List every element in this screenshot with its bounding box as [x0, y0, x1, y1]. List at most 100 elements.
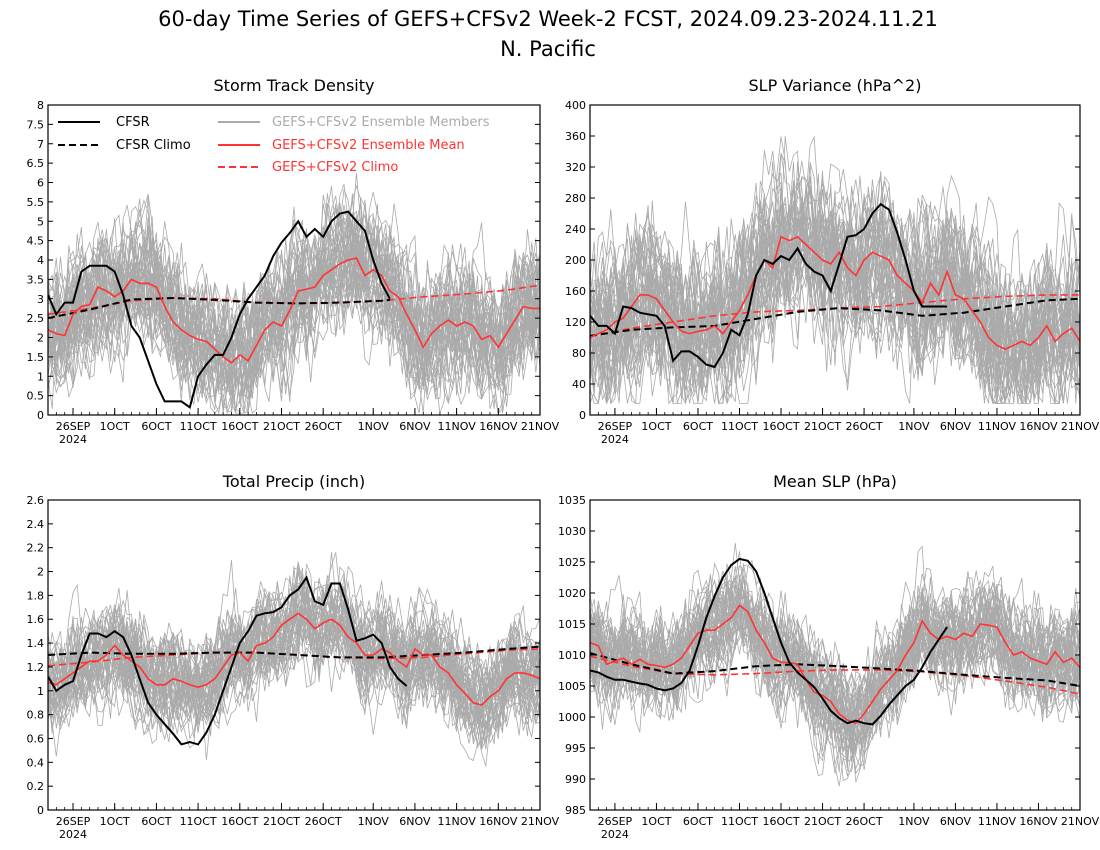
- y-tick-label: 2.4: [27, 518, 45, 531]
- y-tick-label: 1.2: [27, 661, 45, 674]
- x-tick-label: 6NOV: [940, 420, 972, 433]
- x-tick-label: 16OCT: [762, 420, 799, 433]
- x-tick-label: 21OCT: [263, 815, 300, 828]
- y-tick-label: 2.6: [27, 494, 45, 507]
- panel-storm-track-density: Storm Track Density 0 0.5 1 1.5 2 2.5 3 3.5 4 4.5 5…: [27, 76, 560, 446]
- x-tick-label: 11OCT: [180, 815, 217, 828]
- x-year-label: 2024: [59, 433, 87, 446]
- y-tick-label: 0.6: [27, 732, 45, 745]
- ensemble-member-lines: [48, 552, 540, 767]
- x-tick-label: 1OCT: [641, 815, 671, 828]
- x-tick-label: 26SEP: [56, 815, 91, 828]
- ensemble-member-line: [48, 195, 540, 402]
- ensemble-member-line: [590, 169, 1080, 404]
- x-tick-label: 16OCT: [221, 420, 258, 433]
- y-axis: 0 0.2 0.4 0.6 0.8 1 1.2 1.4 1.6 1.8 2 2.2 2.4 2.6: [27, 494, 540, 817]
- x-tick-label: 16NOV: [479, 815, 518, 828]
- x-tick-label: 1NOV: [898, 815, 930, 828]
- y-tick-label: 5: [37, 215, 44, 228]
- ensemble-member-line: [48, 598, 540, 736]
- ensemble-member-line: [48, 581, 540, 731]
- y-tick-label: 7: [37, 138, 44, 151]
- y-tick-label: 0: [37, 409, 44, 422]
- legend-label-cfsr-climo: CFSR Climo: [116, 138, 191, 153]
- series-cfsr-climo: [590, 297, 1080, 337]
- ensemble-member-line: [590, 136, 1080, 404]
- x-tick-label: 16NOV: [1019, 815, 1058, 828]
- y-tick-label: 3.5: [27, 273, 45, 286]
- series-cfsr-climo: [48, 296, 390, 320]
- panel-title: Mean SLP (hPa): [773, 472, 897, 491]
- y-tick-label: 0.5: [27, 390, 45, 403]
- x-year-label: 2024: [59, 828, 87, 841]
- y-tick-label: 7.5: [27, 118, 45, 131]
- ensemble-member-line: [590, 588, 1080, 765]
- x-tick-label: 1OCT: [100, 420, 130, 433]
- x-axis: 26SEP 1OCT 6OCT 11OCT 16OCT 21OCT 26OCT 1NOV 6NO…: [589, 803, 1100, 841]
- x-tick-label: 26SEP: [598, 815, 633, 828]
- x-tick-label: 11OCT: [721, 815, 758, 828]
- panel-total-precip: Total Precip (inch) 0 0.2 0.4 0.6 0.8 1 1.2 1.4 1…: [27, 472, 560, 841]
- y-tick-label: 0.2: [27, 780, 45, 793]
- y-tick-label: 1025: [558, 556, 586, 569]
- plot-area: [48, 552, 540, 767]
- x-axis: 26SEP 1OCT 6OCT 11OCT 16OCT 21OCT 26OCT 1NOV 6NO…: [589, 408, 1100, 446]
- figure-title: 60-day Time Series of GEFS+CFSv2 Week-2 …: [158, 7, 938, 31]
- panel-title: Total Precip (inch): [222, 472, 365, 491]
- x-tick-label: 11NOV: [978, 420, 1017, 433]
- series-ensemble-mean: [48, 612, 540, 706]
- y-tick-label: 360: [565, 130, 586, 143]
- ensemble-member-line: [590, 174, 1080, 404]
- y-tick-label: 5.5: [27, 196, 45, 209]
- x-tick-label: 16NOV: [479, 420, 518, 433]
- y-tick-label: 40: [572, 378, 586, 391]
- ensemble-member-line: [48, 193, 540, 408]
- x-tick-label: 6OCT: [683, 815, 713, 828]
- x-tick-label: 21NOV: [521, 420, 560, 433]
- panel-title: SLP Variance (hPa^2): [749, 76, 922, 95]
- series-cfsr: [48, 210, 391, 409]
- x-tick-label: 11NOV: [438, 420, 477, 433]
- legend-label-members: GEFS+CFSv2 Ensemble Members: [272, 115, 490, 130]
- y-tick-label: 1030: [558, 525, 586, 538]
- plot-frame: [47, 499, 541, 811]
- y-tick-label: 160: [565, 285, 586, 298]
- ensemble-member-line: [48, 215, 540, 414]
- x-axis: 26SEP 1OCT 6OCT 11OCT 16OCT 21OCT 26OCT 1NOV 6NO…: [47, 803, 560, 841]
- y-tick-label: 8: [37, 99, 44, 112]
- x-tick-label: 1NOV: [358, 815, 390, 828]
- y-tick-label: 1000: [558, 711, 586, 724]
- x-tick-label: 11NOV: [438, 815, 477, 828]
- y-axis: 0 0.5 1 1.5 2 2.5 3 3.5 4 4.5 5 5.5 6 6.5 7 7.5 8: [27, 99, 540, 422]
- plot-area: [590, 542, 1080, 787]
- y-tick-label: 0.8: [27, 709, 45, 722]
- x-tick-label: 16OCT: [762, 815, 799, 828]
- series-cfsr: [590, 557, 948, 726]
- x-tick-label: 26OCT: [305, 815, 342, 828]
- x-tick-label: 21NOV: [1061, 815, 1100, 828]
- x-tick-label: 11OCT: [180, 420, 217, 433]
- plot-area: [48, 173, 540, 415]
- x-tick-label: 6OCT: [141, 420, 171, 433]
- x-tick-label: 1OCT: [641, 420, 671, 433]
- x-tick-label: 16OCT: [221, 815, 258, 828]
- legend: CFSR CFSR Climo GEFS+CFSv2 Ensemble Memb…: [58, 115, 490, 175]
- ensemble-member-line: [590, 162, 1080, 404]
- y-tick-label: 4.5: [27, 235, 45, 248]
- x-year-label: 2024: [601, 828, 629, 841]
- x-tick-label: 21OCT: [804, 815, 841, 828]
- ensemble-member-line: [48, 595, 540, 731]
- ensemble-member-line: [48, 592, 540, 744]
- y-tick-label: 1: [37, 685, 44, 698]
- series-ensemble-mean: [48, 257, 540, 364]
- series-ensemble-mean: [590, 235, 1080, 350]
- x-tick-label: 6OCT: [141, 815, 171, 828]
- y-tick-label: 1010: [558, 649, 586, 662]
- y-tick-label: 1.4: [27, 637, 45, 650]
- y-tick-label: 990: [565, 773, 586, 786]
- x-tick-label: 21OCT: [804, 420, 841, 433]
- x-tick-label: 11NOV: [978, 815, 1017, 828]
- ensemble-member-line: [590, 150, 1080, 405]
- y-tick-label: 1020: [558, 587, 586, 600]
- ensemble-member-line: [48, 193, 540, 410]
